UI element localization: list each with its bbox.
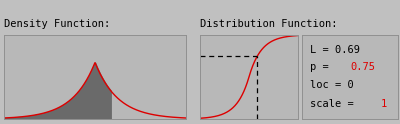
Text: 0.75: 0.75 bbox=[350, 62, 375, 72]
Text: 1: 1 bbox=[381, 99, 387, 109]
Text: loc = 0: loc = 0 bbox=[310, 80, 354, 90]
Text: p =: p = bbox=[310, 62, 335, 72]
Text: scale =: scale = bbox=[310, 99, 360, 109]
Text: Density Function:: Density Function: bbox=[4, 18, 110, 29]
Text: Distribution Function:: Distribution Function: bbox=[200, 18, 338, 29]
Text: L = 0.69: L = 0.69 bbox=[310, 45, 360, 55]
